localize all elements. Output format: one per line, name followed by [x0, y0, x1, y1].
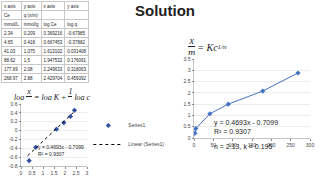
svg-text:0.6: 0.6 [11, 101, 18, 107]
svg-text:-0.4: -0.4 [9, 145, 18, 151]
svg-text:0.5: 0.5 [29, 170, 36, 176]
svg-text:0: 0 [15, 127, 18, 133]
svg-text:0: 0 [20, 170, 23, 176]
svg-text:Linear (Series1): Linear (Series1) [128, 141, 164, 147]
svg-text:0.2: 0.2 [11, 118, 18, 124]
svg-text:300: 300 [306, 142, 315, 148]
svg-text:0.5: 0.5 [184, 123, 191, 129]
svg-text:250: 250 [286, 142, 295, 148]
svg-text:1: 1 [42, 170, 45, 176]
svg-text:0.4: 0.4 [11, 110, 18, 116]
svg-text:0: 0 [188, 135, 191, 141]
svg-text:Series1: Series1 [128, 122, 145, 128]
svg-text:-0.6: -0.6 [9, 154, 18, 160]
svg-text:-0.8: -0.8 [9, 163, 18, 169]
svg-text:0: 0 [193, 142, 196, 148]
svg-text:3: 3 [86, 170, 89, 176]
svg-text:1.5: 1.5 [184, 101, 191, 107]
svg-text:-0.2: -0.2 [9, 136, 18, 142]
svg-text:1: 1 [188, 112, 191, 118]
svg-text:2: 2 [188, 90, 191, 96]
svg-text:3.5: 3.5 [184, 56, 191, 62]
svg-text:2.5: 2.5 [184, 78, 191, 84]
svg-text:y = 0.4693x - 0.7099R² = 0.930: y = 0.4693x - 0.7099R² = 0.9307 [38, 144, 84, 157]
svg-text:2.5: 2.5 [73, 170, 80, 176]
svg-text:1.5: 1.5 [51, 170, 58, 176]
svg-text:3: 3 [188, 67, 191, 73]
svg-text:2: 2 [64, 170, 67, 176]
